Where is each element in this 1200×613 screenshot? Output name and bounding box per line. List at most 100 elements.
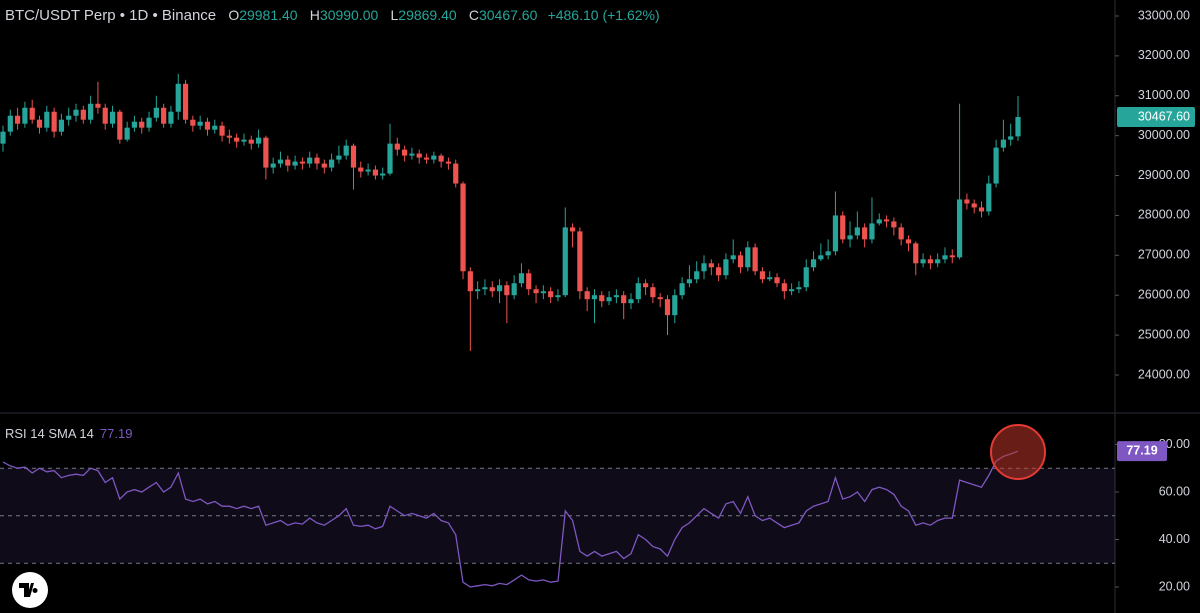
candle-body xyxy=(299,161,305,164)
candle-body xyxy=(44,111,50,128)
ohlc-value: 30467.60 xyxy=(478,7,538,23)
candle-body xyxy=(226,135,232,138)
candle-body xyxy=(285,159,291,166)
candle-body xyxy=(993,147,999,184)
candle-body xyxy=(621,295,627,304)
candle-body xyxy=(840,215,846,240)
candle-body xyxy=(759,271,766,280)
candle-body xyxy=(248,139,254,144)
candle-body xyxy=(482,287,488,290)
candle-body xyxy=(314,157,320,164)
candle-body xyxy=(1008,136,1014,140)
candle-body xyxy=(752,247,758,272)
candle-body xyxy=(664,299,671,316)
candle-body xyxy=(650,287,656,298)
candle-body xyxy=(635,283,641,300)
candle-body xyxy=(723,259,729,276)
candle-body xyxy=(956,199,963,258)
indicator-header: RSI 14 SMA 14 77.19 xyxy=(5,426,132,441)
candle-body xyxy=(197,121,203,126)
candle-body xyxy=(445,161,452,164)
candle-body xyxy=(36,119,43,128)
candle-body xyxy=(810,259,817,268)
candle-body xyxy=(606,297,612,302)
candle-body xyxy=(328,159,335,168)
candle-body xyxy=(109,111,116,124)
candle-body xyxy=(204,121,211,130)
candle-body xyxy=(708,263,714,268)
candle-body xyxy=(686,279,693,284)
symbol-header: BTC/USDT Perp • 1D • Binance O29981.40 H… xyxy=(5,7,660,24)
candle-body xyxy=(234,137,240,142)
candle-body xyxy=(460,183,466,272)
candle-body xyxy=(971,203,977,208)
candle-body xyxy=(241,139,247,142)
y-tick-label: 32000.00 xyxy=(1138,48,1190,62)
candle-body xyxy=(862,227,868,240)
candle-body xyxy=(182,83,189,120)
candle-body xyxy=(657,297,663,300)
ohlc-value: 29981.40 xyxy=(239,7,298,23)
candle-body xyxy=(394,143,400,150)
candle-body xyxy=(358,167,364,172)
candle-body xyxy=(80,109,86,120)
candle-body xyxy=(898,227,904,240)
y-tick-label: 60.00 xyxy=(1159,484,1190,498)
y-tick-label: 31000.00 xyxy=(1138,88,1190,102)
candle-body xyxy=(832,215,839,252)
candle-body xyxy=(212,125,218,130)
candle-body xyxy=(781,283,787,292)
candle-body xyxy=(307,157,313,164)
candle-body xyxy=(533,289,539,294)
candle-body xyxy=(905,239,912,244)
candle-body xyxy=(387,143,393,174)
ohlc-value: 29869.40 xyxy=(398,7,457,23)
candle-body xyxy=(942,255,948,260)
plot: 33000.00 32000.00 31000.00 30000.00 29000.00… xyxy=(0,8,1195,593)
price-change: +486.10 (+1.62%) xyxy=(547,7,660,23)
y-tick-label: 20.00 xyxy=(1159,579,1190,593)
candle-body xyxy=(796,287,802,290)
candle-body xyxy=(562,227,568,296)
logo xyxy=(12,572,48,608)
candle-body xyxy=(365,169,371,172)
candle-body xyxy=(1000,139,1006,148)
candle-body xyxy=(95,103,101,108)
y-tick-label: 27000.00 xyxy=(1138,248,1190,262)
candle-body xyxy=(168,111,174,124)
candle-body xyxy=(146,117,152,128)
candle-body xyxy=(767,277,773,280)
candle-body xyxy=(577,231,583,292)
candle-body xyxy=(139,121,145,128)
ohlc-value: 30990.00 xyxy=(319,7,379,23)
candle-body xyxy=(883,219,890,222)
candle-body xyxy=(51,111,57,132)
candle-body xyxy=(949,255,955,258)
candle-body xyxy=(869,223,875,240)
candle-body xyxy=(730,255,736,260)
candle-body xyxy=(263,137,269,168)
candle-body xyxy=(190,119,196,126)
candle-body xyxy=(569,227,576,232)
candle-body xyxy=(255,137,262,144)
candle-body xyxy=(964,199,970,204)
rsi-line xyxy=(2,450,1019,588)
candle-body xyxy=(22,107,28,124)
candle-body xyxy=(935,259,941,264)
candle-body xyxy=(380,173,386,176)
candle-body xyxy=(438,155,444,162)
candle-body xyxy=(774,277,780,284)
last-price-box xyxy=(1117,107,1195,128)
candle-body xyxy=(745,247,751,268)
candle-body xyxy=(694,271,700,280)
candle-body xyxy=(789,289,795,292)
candle-body xyxy=(124,127,130,140)
candle-body xyxy=(431,155,437,160)
candle-body xyxy=(131,121,138,128)
candle-body xyxy=(555,295,561,298)
indicator-value: 77.19 xyxy=(99,426,133,441)
candle-body xyxy=(102,107,108,124)
candle-body xyxy=(876,219,882,224)
candle-body xyxy=(489,287,495,292)
